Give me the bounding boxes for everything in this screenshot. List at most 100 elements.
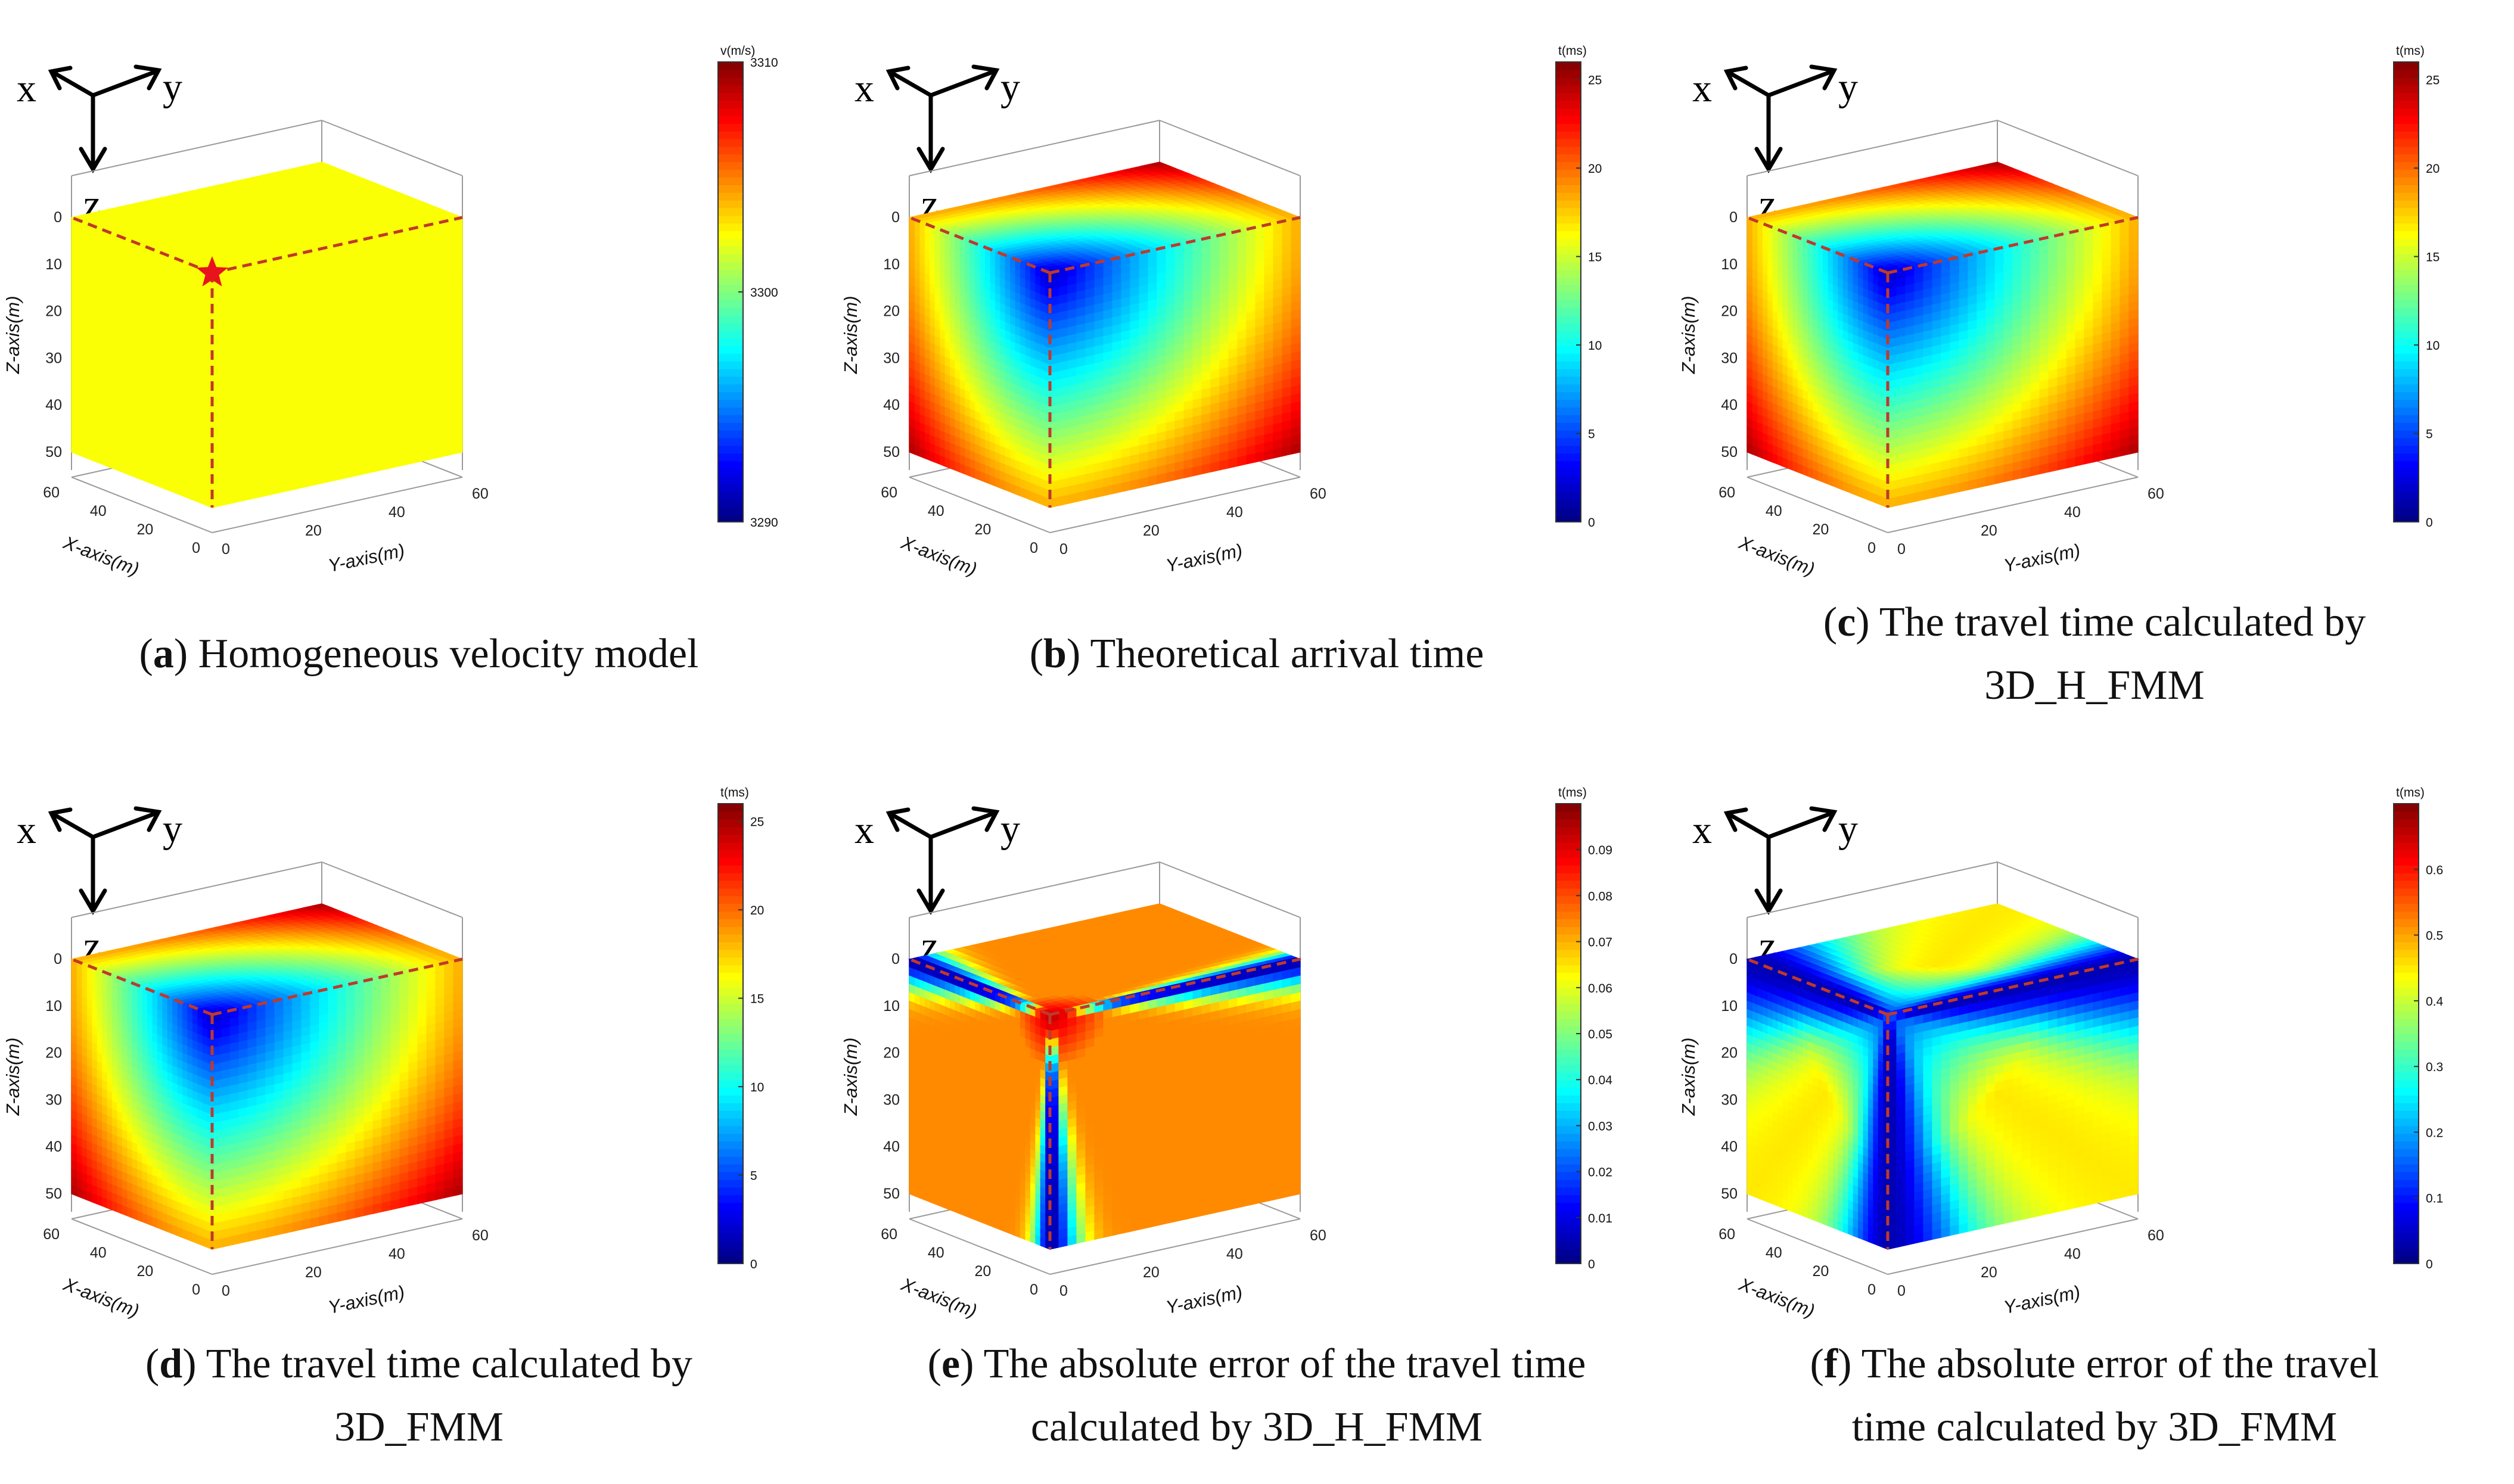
x-tick-label: 0	[1030, 540, 1038, 556]
y-tick-label: 40	[1226, 504, 1243, 521]
colorbar-segment	[718, 100, 743, 109]
orientation-arrows-icon	[885, 64, 1000, 173]
cube-cell	[435, 447, 445, 459]
caption-line: (a) Homogeneous velocity model	[139, 631, 699, 677]
x-tick-label: 0	[192, 540, 200, 556]
cube-cell	[292, 478, 302, 490]
colorbar-segment	[1556, 207, 1581, 216]
cube-cell	[146, 472, 153, 484]
colorbar-segment	[718, 491, 743, 500]
colorbar-segment	[1556, 307, 1581, 316]
cube-cell	[1149, 161, 1166, 167]
cube-cell	[151, 475, 157, 487]
caption-line: (b) Theoretical arrival time	[1029, 631, 1484, 677]
orientation-x-label: x	[17, 67, 36, 110]
colorbar-segment	[718, 223, 743, 232]
cube-cell	[238, 490, 248, 502]
colorbar-segment	[718, 376, 743, 385]
colorbar-segment	[1556, 468, 1581, 477]
cube-cell	[220, 494, 231, 506]
z-tick-label: 30	[45, 350, 62, 366]
colorbar-segment	[718, 315, 743, 323]
cube-cell	[363, 463, 374, 475]
colorbar-segment	[1556, 499, 1581, 508]
cube-cell	[974, 469, 980, 481]
colorbar-segment	[718, 292, 743, 300]
colorbar-segment	[718, 231, 743, 239]
cube-cell	[1004, 481, 1011, 493]
cube-cell	[1148, 475, 1158, 487]
y-tick-label: 40	[389, 504, 405, 521]
cube-cell	[247, 489, 257, 500]
cube-cell	[381, 459, 391, 471]
cube-faces	[1745, 161, 2140, 508]
colorbar-segment	[718, 430, 743, 438]
colorbar-tick-label: 25	[1588, 74, 1602, 88]
y-axis-label: Y-axis(m)	[326, 540, 406, 576]
cube-cell	[283, 481, 293, 493]
cube-cell	[1183, 467, 1194, 478]
cube-cell	[121, 463, 128, 475]
colorbar-segment	[718, 353, 743, 362]
y-tick-label: 0	[222, 541, 230, 558]
panel-b: x y z 0 10 20 30 40 50 Z-axis(m) 0 20 40 60 X-axis(m) 0…	[838, 0, 1676, 742]
colorbar-segment	[1556, 368, 1581, 377]
colorbar-segment	[1556, 384, 1581, 393]
colorbar-segment	[718, 62, 743, 70]
cube-cell	[229, 493, 240, 505]
colorbar-segment	[1556, 154, 1581, 163]
x-tick-label: 20	[137, 521, 154, 538]
colorbar-segment	[718, 384, 743, 393]
z-tick-label: 0	[54, 209, 62, 226]
cube-cell	[76, 445, 82, 457]
cube-cell	[1219, 459, 1229, 471]
colorbar-segment	[1556, 238, 1581, 247]
colorbar-segment	[718, 338, 743, 347]
colorbar-segment	[718, 322, 743, 331]
colorbar-segment	[1556, 177, 1581, 185]
colorbar-segment	[1556, 360, 1581, 369]
colorbar-segment	[1556, 253, 1581, 262]
colorbar-segment	[718, 330, 743, 339]
colorbar-segment	[1556, 399, 1581, 407]
orientation-y-label: y	[163, 66, 182, 109]
cube-cell	[949, 459, 955, 471]
orientation-arrows-icon	[1723, 64, 1838, 173]
colorbar-segment	[1556, 437, 1581, 446]
z-tick-label: 40	[45, 397, 62, 413]
colorbar-segment	[1556, 491, 1581, 500]
colorbar-segment	[1556, 430, 1581, 438]
colorbar-segment	[718, 422, 743, 431]
colorbar-segment	[718, 414, 743, 423]
colorbar-segment	[718, 69, 743, 78]
colorbar-segment	[718, 346, 743, 354]
cube-cell	[311, 161, 328, 167]
cube-cell	[1255, 451, 1265, 463]
z-tick-label: 20	[883, 303, 900, 320]
colorbar-segment	[718, 391, 743, 400]
caption-a: (a) Homogeneous velocity model	[0, 623, 838, 686]
z-tick-label: 50	[883, 444, 900, 461]
colorbar-segment	[1556, 231, 1581, 239]
z-axis-label: Z-axis(m)	[2, 296, 23, 375]
cube-cell	[1034, 493, 1040, 505]
orientation-x-label: x	[854, 67, 874, 110]
colorbar-segment	[1556, 223, 1581, 232]
colorbar-segment	[718, 77, 743, 86]
x-tick-label: 60	[43, 484, 60, 501]
colorbar-segment	[1556, 108, 1581, 117]
colorbar-segment	[718, 499, 743, 508]
cube-cell	[181, 487, 188, 499]
cube-cell	[1094, 487, 1104, 499]
colorbar-segment	[1556, 322, 1581, 331]
cube-cell	[161, 478, 167, 490]
panel-c: x y z 0 10 20 30 40 50 Z-axis(m) 0 20 40 60 X-axis(m) 0…	[1676, 0, 2513, 742]
cube-cell	[999, 478, 1005, 490]
colorbar-segment	[1556, 92, 1581, 101]
colorbar-segment	[1556, 276, 1581, 285]
cube-cell	[116, 461, 122, 473]
orientation-y-label: y	[1000, 66, 1020, 109]
colorbar-segment	[718, 138, 743, 147]
colorbar-segment	[1556, 407, 1581, 415]
